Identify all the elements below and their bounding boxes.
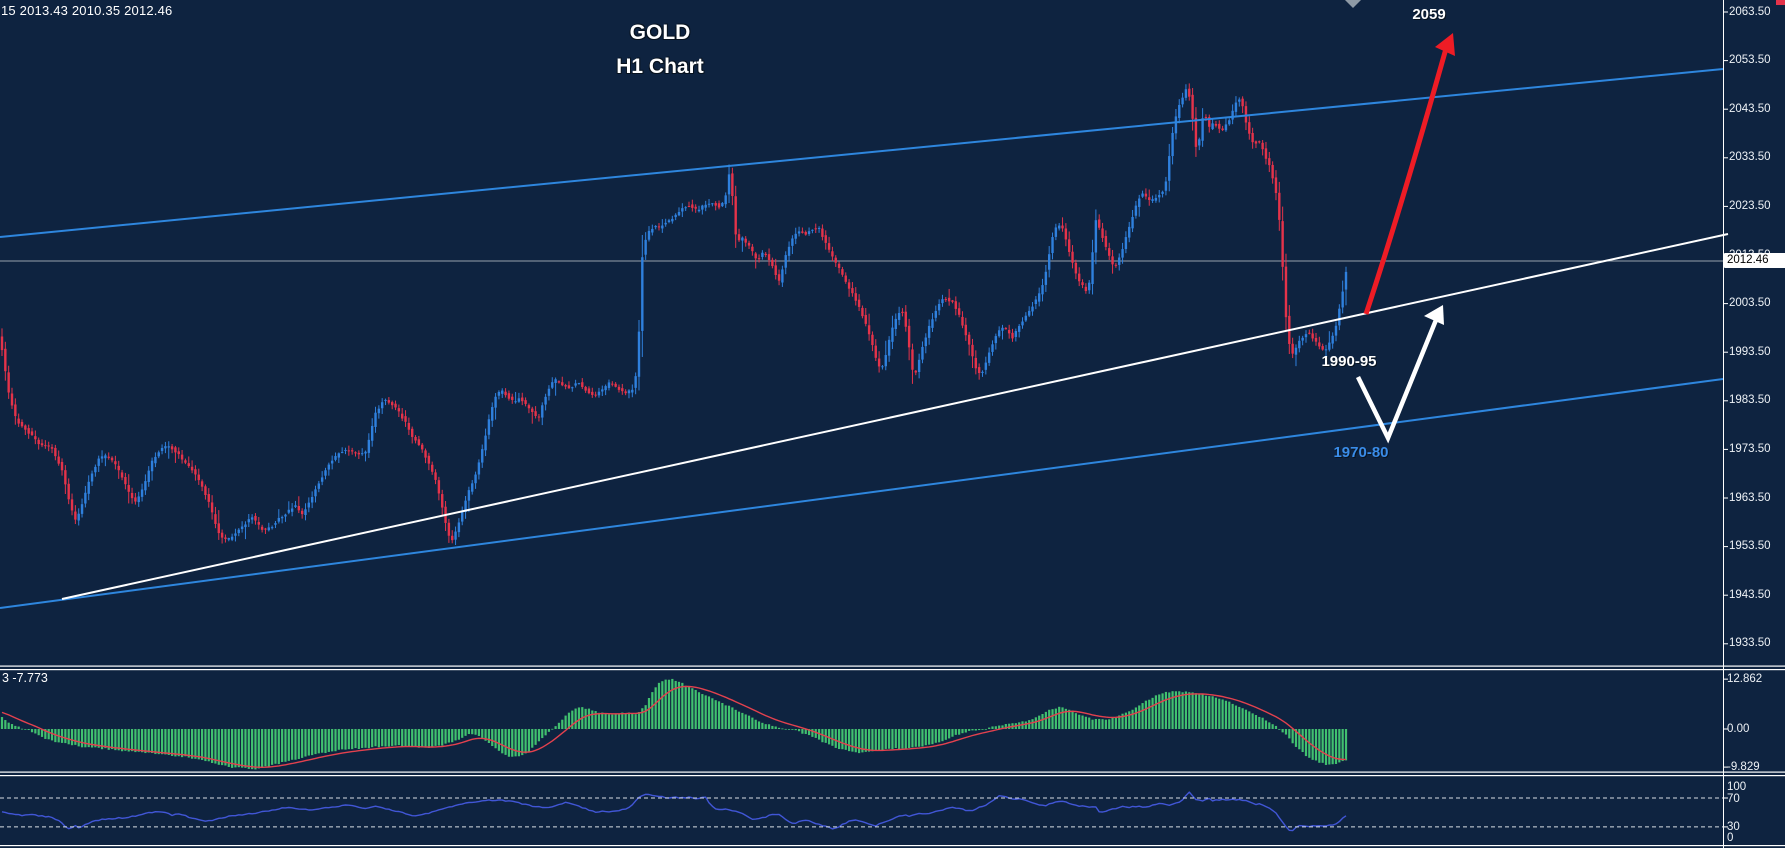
price-axis-label: 2023.50 xyxy=(1729,199,1771,212)
price-axis-label: 2043.50 xyxy=(1729,102,1771,115)
macd-axis-label: 12.862 xyxy=(1727,672,1763,685)
price-axis-label: 1953.50 xyxy=(1729,540,1771,553)
annotation-zone-1990-95: 1990-95 xyxy=(1321,353,1377,370)
price-axis-label: 2053.50 xyxy=(1729,54,1771,67)
white-pullback-arrow[interactable] xyxy=(1355,319,1439,444)
chart-title: GOLD xyxy=(629,21,691,44)
annotation-target-2059: 2059 xyxy=(1412,6,1446,23)
rsi-indicator-line xyxy=(1,791,1347,832)
chart-subtitle: H1 Chart xyxy=(616,55,704,78)
lower-channel[interactable] xyxy=(0,378,1724,609)
macd-axis-label: -9.829 xyxy=(1727,760,1760,773)
corner-mark-icon xyxy=(1776,0,1785,5)
panel-separator xyxy=(0,771,1785,773)
current-price-badge: 2012.46 xyxy=(1724,253,1785,268)
rsi-axis-label: 0 xyxy=(1727,831,1734,844)
macd-axis-label: 0.00 xyxy=(1727,722,1750,735)
price-axis-label: 1983.50 xyxy=(1729,394,1771,407)
rsi-axis-label: 30 xyxy=(1727,820,1740,833)
red-arrow-head-icon xyxy=(1435,33,1455,56)
scroll-marker-icon xyxy=(1345,0,1361,8)
rsi-axis-label: 100 xyxy=(1727,780,1747,793)
price-axis-label: 1993.50 xyxy=(1729,345,1771,358)
candles-layer xyxy=(0,83,1348,546)
annotation-zone-1970-80: 1970-80 xyxy=(1333,444,1389,461)
trendlines-layer xyxy=(0,68,1729,609)
price-axis-label: 1943.50 xyxy=(1729,588,1771,601)
panel-separator xyxy=(0,845,1785,847)
macd-layer xyxy=(0,678,1348,770)
white-arrow-head-icon xyxy=(1424,305,1444,325)
rsi-axis-label: 70 xyxy=(1727,792,1740,805)
annotations-layer xyxy=(1345,0,1785,444)
price-axis-label: 1973.50 xyxy=(1729,442,1771,455)
rsi-layer xyxy=(0,791,1723,832)
price-axis-label: 1963.50 xyxy=(1729,491,1771,504)
ohlc-info: 15 2013.43 2010.35 2012.46 xyxy=(1,3,173,18)
median-white[interactable] xyxy=(61,233,1729,600)
macd-indicator-label: 3 -7.773 xyxy=(2,671,48,685)
panel-separator xyxy=(0,775,1785,777)
price-axis-label: 2033.50 xyxy=(1729,151,1771,164)
panel-separator xyxy=(0,669,1785,671)
price-axis-label: 2003.50 xyxy=(1729,297,1771,310)
red-projection-arrow[interactable] xyxy=(1363,44,1450,315)
price-axis-label: 2063.50 xyxy=(1729,5,1771,18)
macd-signal-line xyxy=(1,685,1346,769)
panel-separator xyxy=(0,665,1785,667)
price-axis-label: 1933.50 xyxy=(1729,637,1771,650)
upper-channel[interactable] xyxy=(0,68,1724,238)
